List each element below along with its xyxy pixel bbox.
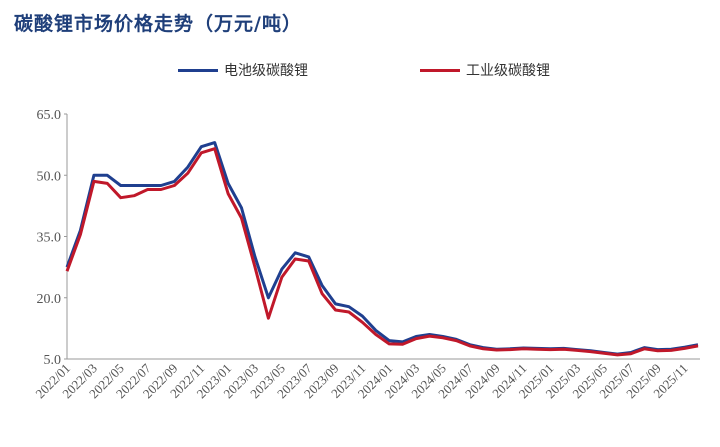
y-tick-label: 20.0	[37, 292, 62, 307]
y-tick-labels: 65.0 50.0 35.0 20.0 5.0	[37, 108, 67, 368]
y-tick-label: 5.0	[44, 353, 62, 368]
y-tick-label: 35.0	[37, 231, 62, 246]
legend-swatch-industrial-grade	[420, 68, 460, 72]
series-lines	[65, 141, 699, 357]
legend-label-battery-grade: 电池级碳酸锂	[224, 63, 308, 79]
chart-title: 碳酸锂市场价格走势（万元/吨）	[14, 13, 302, 35]
legend-item-industrial-grade: 工业级碳酸锂	[420, 60, 550, 80]
series-line-industrial-grade	[65, 147, 699, 357]
legend-swatch-battery-grade	[178, 68, 218, 72]
legend: 电池级碳酸锂 工业级碳酸锂	[0, 60, 720, 84]
series-line-battery-grade	[65, 141, 699, 356]
y-tick-label: 50.0	[37, 169, 62, 184]
legend-item-battery-grade: 电池级碳酸锂	[178, 60, 308, 80]
x-tick-labels: 2022/012022/032022/052022/072022/092022/…	[32, 360, 690, 401]
y-tick-label: 65.0	[37, 108, 62, 123]
legend-label-industrial-grade: 工业级碳酸锂	[466, 63, 550, 79]
